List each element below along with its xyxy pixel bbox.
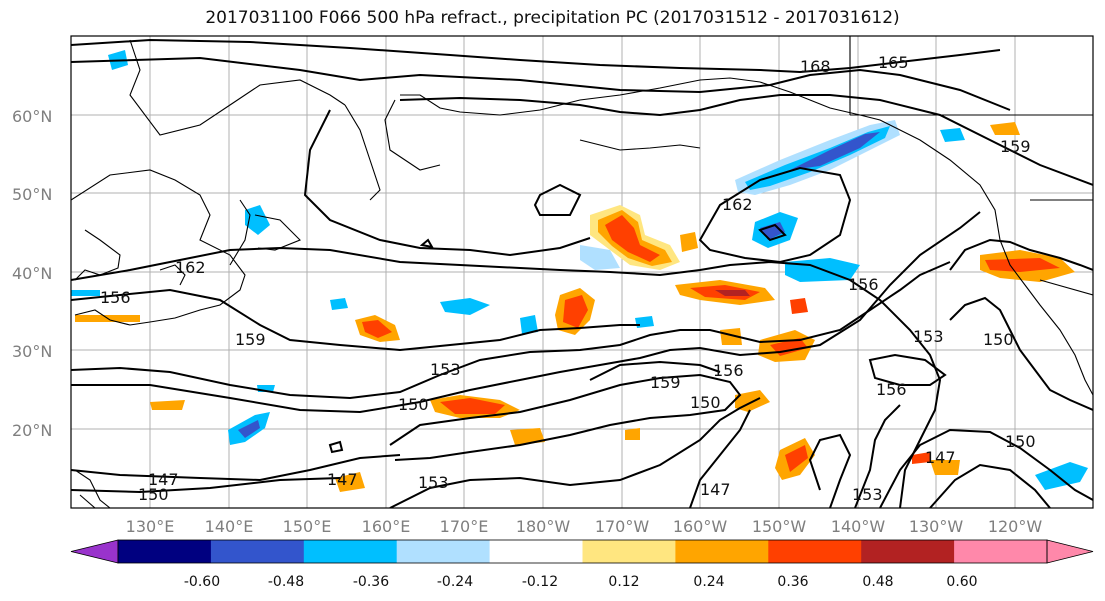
colorbar-segment — [210, 540, 305, 563]
contour-lines — [71, 38, 1093, 508]
colorbar-tick-label: 0.12 — [608, 574, 639, 590]
contour-label-159-east: 159 — [1000, 137, 1031, 156]
colorbar-tick-label: -0.24 — [437, 574, 473, 590]
lon-label-120w: 120°W — [988, 517, 1043, 536]
coastlines — [71, 36, 1093, 508]
lon-label-150e: 150°E — [283, 517, 332, 536]
positive-precip-shading — [75, 122, 1075, 492]
colorbar-segment — [768, 540, 862, 563]
longitude-labels: 130°E 140°E 150°E 160°E 170°E 180°W 170°… — [126, 517, 1043, 536]
contour-label-156-center: 156 — [713, 361, 744, 380]
colorbar-tick-label: 0.36 — [777, 574, 808, 590]
contour-label-153-southwest: 153 — [418, 473, 449, 492]
lat-label-50n: 50°N — [12, 185, 52, 204]
contour-label-150-southeast: 150 — [1005, 432, 1036, 451]
colorbar-frame — [117, 539, 1048, 564]
colorbar-extend-low — [70, 539, 119, 564]
contour-label-150-center: 150 — [398, 395, 429, 414]
lon-label-130w: 130°W — [909, 517, 964, 536]
lon-label-140w: 140°W — [831, 517, 886, 536]
contour-label-153-east: 153 — [913, 327, 944, 346]
lon-label-140e: 140°E — [205, 517, 254, 536]
colorbar-tick-label: -0.60 — [184, 574, 220, 590]
contour-label-147-mid: 147 — [700, 480, 731, 499]
contour-label-156-east: 156 — [848, 275, 879, 294]
contour-label-165: 165 — [878, 53, 909, 72]
contour-label-159-center: 159 — [650, 373, 681, 392]
latitude-labels: 20°N 30°N 40°N 50°N 60°N — [12, 107, 52, 440]
colorbar — [70, 539, 1094, 564]
colorbar-tick-label: 0.60 — [946, 574, 977, 590]
contour-label-162-west: 162 — [175, 258, 206, 277]
contour-label-162-east: 162 — [722, 195, 753, 214]
contour-label-168: 168 — [800, 57, 831, 76]
contour-label-153-south: 153 — [852, 485, 883, 504]
colorbar-segment — [396, 540, 491, 563]
colorbar-tick-label: 0.24 — [693, 574, 724, 590]
contour-label-147-west: 147 — [148, 470, 179, 489]
colorbar-tick-label: -0.48 — [268, 574, 304, 590]
contour-label-156-south: 156 — [876, 380, 907, 399]
colorbar-tick-label: -0.12 — [522, 574, 558, 590]
lon-label-170w: 170°W — [595, 517, 650, 536]
contour-label-159-west: 159 — [235, 330, 266, 349]
lon-label-170e: 170°E — [440, 517, 489, 536]
lon-label-160e: 160°E — [362, 517, 411, 536]
colorbar-tick-labels: -0.60 -0.48 -0.36 -0.24 -0.12 0.12 0.24 … — [184, 574, 978, 590]
contour-labels: 168 165 162 162 159 159 159 156 156 156 … — [100, 53, 1036, 504]
lat-label-30n: 30°N — [12, 342, 52, 361]
lat-label-20n: 20°N — [12, 421, 52, 440]
contour-label-147-center: 147 — [327, 470, 358, 489]
colorbar-segment — [861, 540, 955, 563]
colorbar-extend-high — [1046, 539, 1094, 564]
lon-label-160w: 160°W — [673, 517, 728, 536]
colorbar-segment — [303, 540, 398, 563]
contour-label-150-mid: 150 — [690, 393, 721, 412]
colorbar-segment — [118, 540, 212, 563]
map-frame — [70, 35, 1094, 509]
colorbar-segment — [582, 540, 676, 563]
contour-label-150-east: 150 — [983, 330, 1014, 349]
contour-label-156-west: 156 — [100, 288, 131, 307]
colorbar-tick-label: -0.36 — [353, 574, 389, 590]
contour-label-150-west: 150 — [138, 485, 169, 504]
map-title: 2017031100 F066 500 hPa refract., precip… — [205, 8, 900, 28]
colorbar-segment — [489, 540, 583, 563]
contour-label-147-east: 147 — [925, 448, 956, 467]
colorbar-segment — [675, 540, 769, 563]
lon-label-130e: 130°E — [126, 517, 175, 536]
lat-label-60n: 60°N — [12, 107, 52, 126]
colorbar-segment — [954, 540, 1048, 563]
lat-label-40n: 40°N — [12, 264, 52, 283]
lon-label-180w: 180°W — [516, 517, 571, 536]
contour-label-153-center: 153 — [430, 360, 461, 379]
lon-label-150w: 150°W — [752, 517, 807, 536]
colorbar-tick-label: 0.48 — [862, 574, 893, 590]
